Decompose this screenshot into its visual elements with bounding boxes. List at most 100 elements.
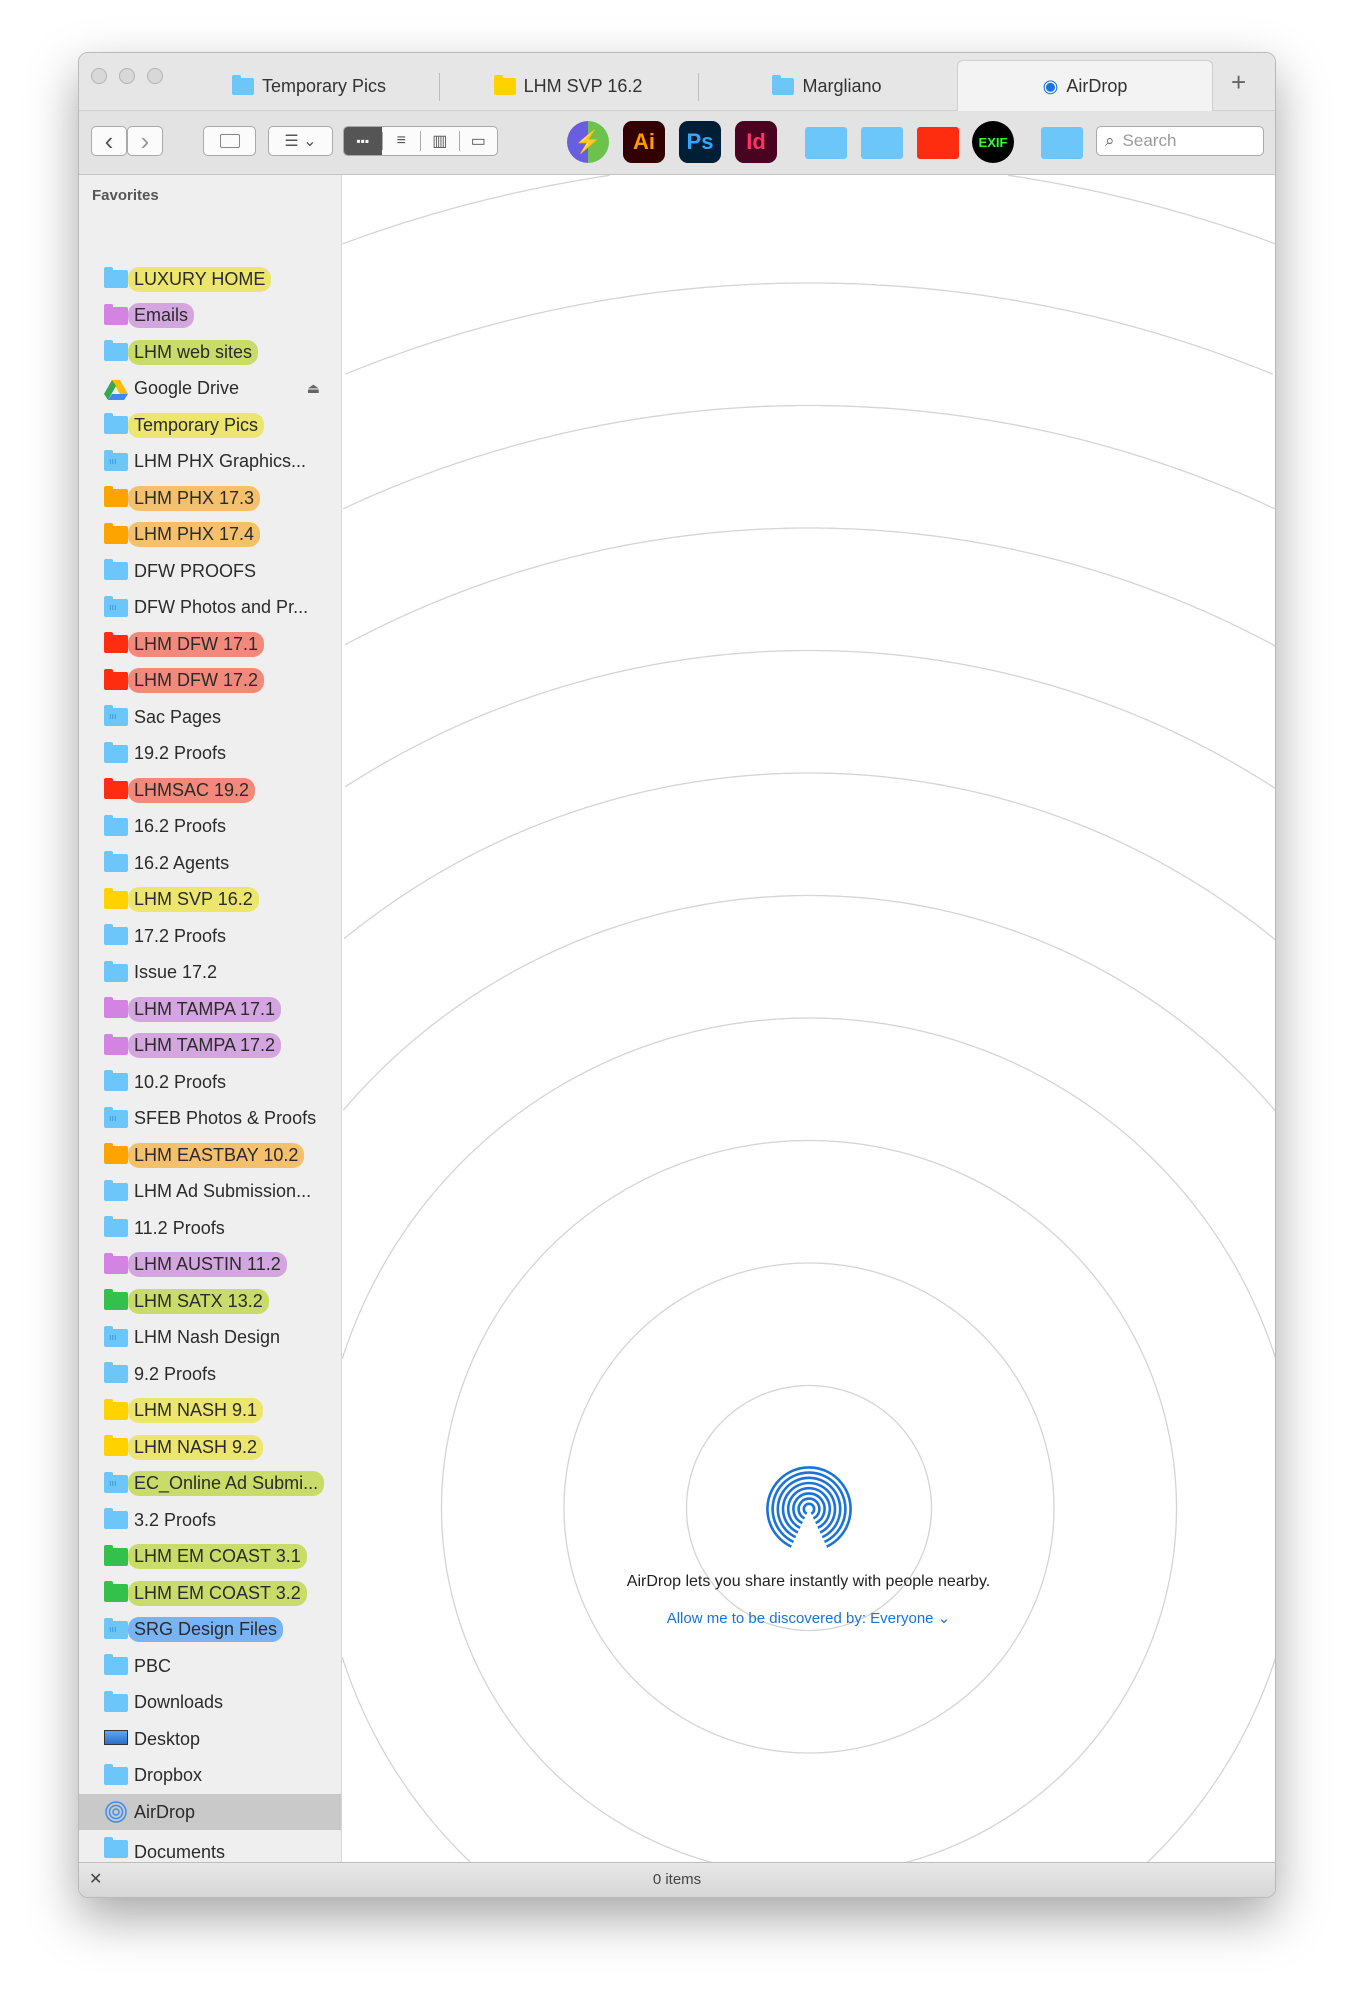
radar-ring [344,282,1274,375]
eject-icon[interactable]: ⏏ [306,380,320,396]
sidebar-item[interactable]: Desktop [79,1721,341,1757]
toolbar: ‹ › ☰ ⌄ ▪▪▪ ≡ ▥ ▭ ⚡ Ai Ps Id EXIF ⌕ Searc… [79,111,1275,175]
sidebar-item[interactable]: LUXURY HOME [79,261,341,297]
illustrator-icon[interactable]: Ai [623,121,665,163]
radar-ring [342,175,1275,245]
tab-label: AirDrop [1066,76,1128,96]
sidebar-item[interactable]: ııı LHM Nash Design [79,1320,341,1356]
radar-ring [440,1139,1178,1864]
sidebar-item[interactable]: 11.2 Proofs [79,1210,341,1246]
sidebar-item[interactable]: LHM TAMPA 17.2 [79,1028,341,1064]
sidebar-toggle-icon[interactable]: ✕ [89,1871,103,1888]
sidebar-item[interactable]: ııı SFEB Photos & Proofs [79,1101,341,1137]
sidebar-item[interactable]: Emails [79,298,341,334]
sidebar-item[interactable]: LHM web sites [79,334,341,370]
list-view-button[interactable]: ≡ [381,132,421,150]
tab-airdrop[interactable]: ◉ AirDrop [957,60,1213,112]
sidebar-item[interactable]: ııı Sac Pages [79,699,341,735]
shared-folder-icon: ııı [104,1325,128,1347]
radar-ring [344,527,1275,647]
discover-value: Everyone [870,1610,934,1627]
sidebar-item[interactable]: 17.2 Proofs [79,918,341,954]
sidebar-item[interactable]: LHM DFW 17.2 [79,663,341,699]
airdrop-wave [802,1502,816,1515]
dropbox-folder-icon[interactable] [805,127,847,159]
sidebar-item[interactable]: 10.2 Proofs [79,1064,341,1100]
sidebar-item-label: LUXURY HOME [128,266,272,292]
sidebar-item-label: LHM EM COAST 3.2 [128,1580,307,1606]
sidebar-item[interactable]: LHM PHX 17.4 [79,517,341,553]
sidebar-item[interactable]: LHM NASH 9.2 [79,1429,341,1465]
new-tab-button[interactable]: + [1231,67,1247,97]
icon-view-button[interactable]: ▪▪▪ [344,127,382,155]
red-folder-icon[interactable] [917,127,959,159]
zoom-button[interactable] [147,68,163,84]
sidebar-item[interactable]: LHM PHX 17.3 [79,480,341,516]
sidebar-item[interactable]: Documents [79,1831,341,1865]
sidebar-item[interactable]: LHM AUSTIN 11.2 [79,1247,341,1283]
close-button[interactable] [91,68,107,84]
forward-button[interactable]: › [127,126,163,156]
sidebar-item[interactable]: LHM EM COAST 3.1 [79,1539,341,1575]
sidebar-item[interactable]: LHM NASH 9.1 [79,1393,341,1429]
sidebar-item[interactable]: 3.2 Proofs [79,1502,341,1538]
sidebar-item-label: Sac Pages [134,706,222,727]
folder-icon[interactable] [1041,127,1083,159]
sidebar-item[interactable]: Dropbox [79,1758,341,1794]
sidebar-item[interactable]: Downloads [79,1685,341,1721]
discover-dropdown[interactable]: Allow me to be discovered by: Everyone ⌄ [342,1609,1275,1627]
sidebar-item[interactable]: LHM SVP 16.2 [79,882,341,918]
sidebar-item[interactable]: LHM DFW 17.1 [79,626,341,662]
sidebar-item[interactable]: 16.2 Proofs [79,809,341,845]
sidebar-item[interactable]: LHM SATX 13.2 [79,1283,341,1319]
shared-folder-icon: ııı [104,449,128,471]
radar-ring [342,404,1275,510]
sidebar-item[interactable]: PBC [79,1648,341,1684]
downloads-folder-icon[interactable] [861,127,903,159]
folder-icon [104,1252,128,1274]
sidebar-item[interactable]: ııı SRG Design Files [79,1612,341,1648]
tab-lhm-svp-16-2[interactable]: LHM SVP 16.2 [438,61,698,111]
sidebar-item[interactable]: 19.2 Proofs [79,736,341,772]
indesign-icon[interactable]: Id [735,121,777,163]
arrange-button[interactable]: ☰ ⌄ [268,126,333,156]
folder-icon [104,1179,128,1201]
folder-icon [104,1508,128,1529]
sidebar-item[interactable]: ııı EC_Online Ad Submi... [79,1466,341,1502]
sidebar-item[interactable]: LHM EM COAST 3.2 [79,1575,341,1611]
column-view-button[interactable]: ▥ [420,131,459,151]
sidebar-item-label: LHM DFW 17.2 [128,668,265,693]
airdrop-wave [766,1466,852,1548]
tab-temporary-pics[interactable]: Temporary Pics [179,61,439,111]
sidebar-item[interactable]: LHM EASTBAY 10.2 [79,1137,341,1173]
exif-tool-icon[interactable]: EXIF [972,121,1014,163]
shared-folder-icon: ııı [104,1471,128,1493]
sidebar-item[interactable]: ııı LHM PHX Graphics... [79,444,341,480]
sidebar-item[interactable]: Issue 17.2 [79,955,341,991]
gallery-view-button[interactable]: ▭ [458,131,498,151]
search-input[interactable]: ⌕ Search [1096,126,1264,156]
tab-margliano[interactable]: Margliano [697,61,957,111]
minimize-button[interactable] [119,68,135,84]
sidebar-item[interactable]: Google Drive ⏏ [79,371,341,407]
sidebar-section-favorites: Favorites [92,187,159,204]
sidebar-item[interactable]: Temporary Pics [79,407,341,443]
sidebar-item[interactable]: LHM TAMPA 17.1 [79,991,341,1027]
sidebar-item[interactable]: ııı DFW Photos and Pr... [79,590,341,626]
sidebar-item-label: 11.2 Proofs [134,1217,225,1238]
new-folder-button[interactable] [203,126,256,156]
sidebar-item[interactable]: 16.2 Agents [79,845,341,881]
photoshop-icon[interactable]: Ps [679,121,721,163]
lightning-app-icon[interactable]: ⚡ [567,121,609,163]
sidebar-item[interactable]: LHMSAC 19.2 [79,772,341,808]
sidebar-item[interactable]: AirDrop [79,1794,341,1830]
sidebar-item[interactable]: 9.2 Proofs [79,1356,341,1392]
sidebar-item-label: Documents [134,1841,226,1862]
documents-folder-icon [104,1836,128,1858]
folder-icon [493,74,516,95]
sidebar-item-label: 9.2 Proofs [134,1363,217,1384]
sidebar-item[interactable]: DFW PROOFS [79,553,341,589]
back-button[interactable]: ‹ [91,126,127,156]
sidebar-item-label: Google Drive [134,378,240,398]
sidebar-item[interactable]: LHM Ad Submission... [79,1174,341,1210]
